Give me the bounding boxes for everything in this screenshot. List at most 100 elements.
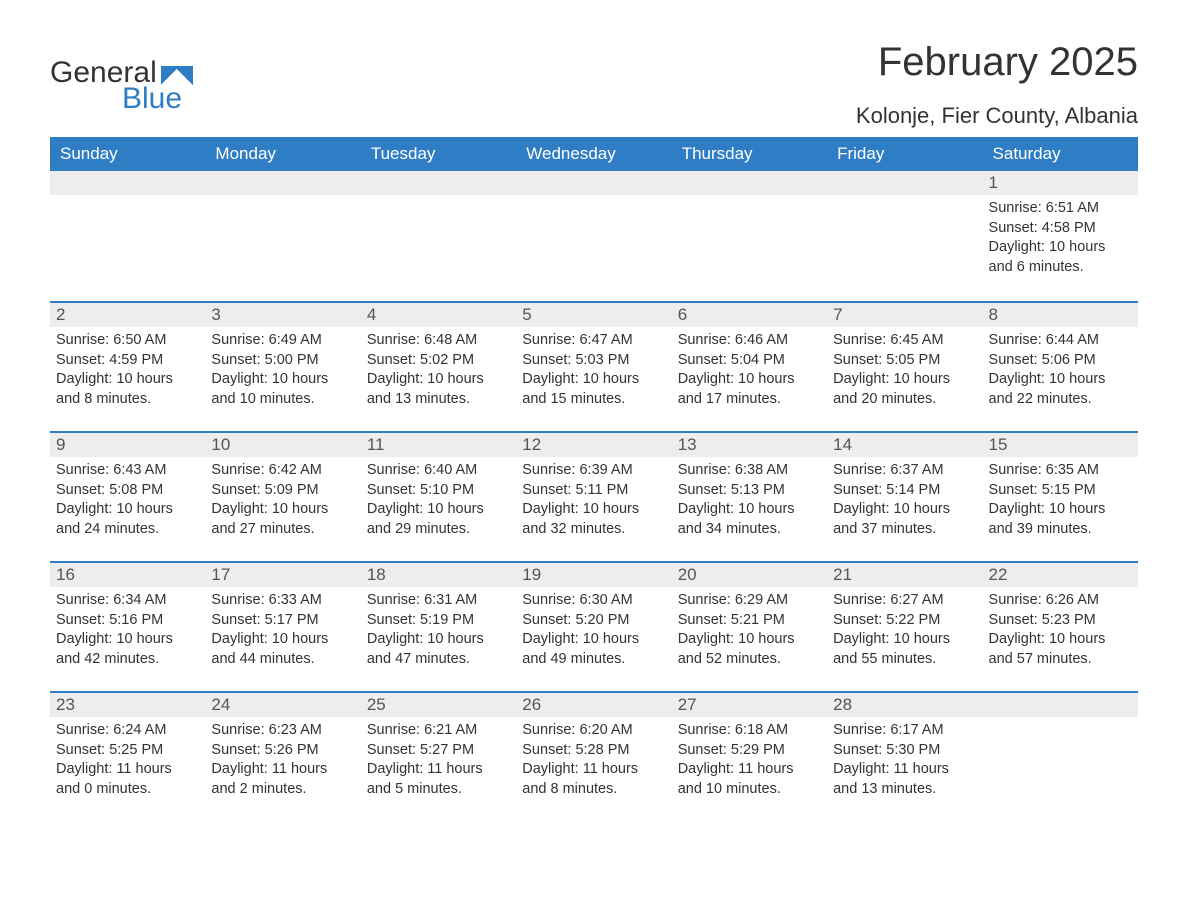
weekday-header: Tuesday	[361, 137, 516, 171]
calendar-week-row: 23Sunrise: 6:24 AMSunset: 5:25 PMDayligh…	[50, 691, 1138, 821]
sunset-line: Sunset: 5:13 PM	[678, 481, 821, 501]
day-details: Sunrise: 6:40 AMSunset: 5:10 PMDaylight:…	[361, 457, 516, 545]
daylight-line: Daylight: 10 hours and 37 minutes.	[833, 500, 976, 539]
day-number: 24	[205, 691, 360, 717]
day-details	[672, 195, 827, 205]
sunrise-line: Sunrise: 6:42 AM	[211, 461, 354, 481]
day-number: 16	[50, 561, 205, 587]
sunset-line: Sunset: 5:04 PM	[678, 351, 821, 371]
daylight-line: Daylight: 10 hours and 24 minutes.	[56, 500, 199, 539]
day-details: Sunrise: 6:43 AMSunset: 5:08 PMDaylight:…	[50, 457, 205, 545]
daylight-line: Daylight: 10 hours and 13 minutes.	[367, 370, 510, 409]
daylight-line: Daylight: 10 hours and 29 minutes.	[367, 500, 510, 539]
day-details: Sunrise: 6:47 AMSunset: 5:03 PMDaylight:…	[516, 327, 671, 415]
day-details: Sunrise: 6:44 AMSunset: 5:06 PMDaylight:…	[983, 327, 1138, 415]
sunset-line: Sunset: 5:28 PM	[522, 741, 665, 761]
day-number: 15	[983, 431, 1138, 457]
day-details: Sunrise: 6:20 AMSunset: 5:28 PMDaylight:…	[516, 717, 671, 805]
day-number: 6	[672, 301, 827, 327]
daylight-line: Daylight: 10 hours and 34 minutes.	[678, 500, 821, 539]
daylight-line: Daylight: 10 hours and 10 minutes.	[211, 370, 354, 409]
sunrise-line: Sunrise: 6:47 AM	[522, 331, 665, 351]
day-number: 27	[672, 691, 827, 717]
calendar-cell: 12Sunrise: 6:39 AMSunset: 5:11 PMDayligh…	[516, 431, 671, 561]
day-details	[827, 195, 982, 205]
sunrise-line: Sunrise: 6:48 AM	[367, 331, 510, 351]
calendar-cell: 10Sunrise: 6:42 AMSunset: 5:09 PMDayligh…	[205, 431, 360, 561]
day-details: Sunrise: 6:49 AMSunset: 5:00 PMDaylight:…	[205, 327, 360, 415]
day-number: 11	[361, 431, 516, 457]
calendar-cell: 28Sunrise: 6:17 AMSunset: 5:30 PMDayligh…	[827, 691, 982, 821]
day-details: Sunrise: 6:38 AMSunset: 5:13 PMDaylight:…	[672, 457, 827, 545]
location-label: Kolonje, Fier County, Albania	[856, 103, 1138, 129]
calendar-cell: 23Sunrise: 6:24 AMSunset: 5:25 PMDayligh…	[50, 691, 205, 821]
day-number	[827, 171, 982, 195]
calendar-cell: 20Sunrise: 6:29 AMSunset: 5:21 PMDayligh…	[672, 561, 827, 691]
daylight-line: Daylight: 11 hours and 8 minutes.	[522, 760, 665, 799]
day-details	[361, 195, 516, 205]
calendar-cell	[50, 171, 205, 301]
calendar-cell: 27 Sunrise: 6:18 AMSunset: 5:29 PMDayligh…	[672, 691, 827, 821]
daylight-line: Daylight: 10 hours and 42 minutes.	[56, 630, 199, 669]
day-details	[50, 195, 205, 205]
sunset-line: Sunset: 5:11 PM	[522, 481, 665, 501]
calendar-cell: 14 Sunrise: 6:37 AMSunset: 5:14 PMDayligh…	[827, 431, 982, 561]
daylight-line: Daylight: 10 hours and 22 minutes.	[989, 370, 1132, 409]
sunrise-line: Sunrise: 6:33 AM	[211, 591, 354, 611]
sunrise-line: Sunrise: 6:45 AM	[833, 331, 976, 351]
calendar-cell: 4Sunrise: 6:48 AMSunset: 5:02 PMDaylight…	[361, 301, 516, 431]
calendar-cell: 9Sunrise: 6:43 AMSunset: 5:08 PMDaylight…	[50, 431, 205, 561]
sunrise-line: Sunrise: 6:18 AM	[678, 721, 821, 741]
sunset-line: Sunset: 5:23 PM	[989, 611, 1132, 631]
day-details	[205, 195, 360, 205]
logo-word-blue: Blue	[122, 84, 193, 114]
sunset-line: Sunset: 5:15 PM	[989, 481, 1132, 501]
daylight-line: Daylight: 11 hours and 0 minutes.	[56, 760, 199, 799]
calendar-cell: 17Sunrise: 6:33 AMSunset: 5:17 PMDayligh…	[205, 561, 360, 691]
calendar-cell: 1Sunrise: 6:51 AMSunset: 4:58 PMDaylight…	[983, 171, 1138, 301]
calendar-cell: 2Sunrise: 6:50 AMSunset: 4:59 PMDaylight…	[50, 301, 205, 431]
sunset-line: Sunset: 5:03 PM	[522, 351, 665, 371]
weekday-header: Friday	[827, 137, 982, 171]
day-number: 22	[983, 561, 1138, 587]
calendar-cell	[361, 171, 516, 301]
calendar-week-row: 9Sunrise: 6:43 AMSunset: 5:08 PMDaylight…	[50, 431, 1138, 561]
daylight-line: Daylight: 10 hours and 47 minutes.	[367, 630, 510, 669]
sunset-line: Sunset: 5:02 PM	[367, 351, 510, 371]
sunrise-line: Sunrise: 6:23 AM	[211, 721, 354, 741]
daylight-line: Daylight: 10 hours and 52 minutes.	[678, 630, 821, 669]
calendar-cell: 8Sunrise: 6:44 AMSunset: 5:06 PMDaylight…	[983, 301, 1138, 431]
sunset-line: Sunset: 5:30 PM	[833, 741, 976, 761]
daylight-line: Daylight: 10 hours and 49 minutes.	[522, 630, 665, 669]
day-number: 13	[672, 431, 827, 457]
day-number: 23	[50, 691, 205, 717]
calendar-table: SundayMondayTuesdayWednesdayThursdayFrid…	[50, 137, 1138, 821]
calendar-cell	[205, 171, 360, 301]
sunrise-line: Sunrise: 6:43 AM	[56, 461, 199, 481]
sunrise-line: Sunrise: 6:37 AM	[833, 461, 976, 481]
day-number: 5	[516, 301, 671, 327]
day-number: 9	[50, 431, 205, 457]
weekday-header: Sunday	[50, 137, 205, 171]
calendar-week-row: 1Sunrise: 6:51 AMSunset: 4:58 PMDaylight…	[50, 171, 1138, 301]
day-details: Sunrise: 6:17 AMSunset: 5:30 PMDaylight:…	[827, 717, 982, 805]
sunset-line: Sunset: 5:14 PM	[833, 481, 976, 501]
sunset-line: Sunset: 5:06 PM	[989, 351, 1132, 371]
sunrise-line: Sunrise: 6:46 AM	[678, 331, 821, 351]
daylight-line: Daylight: 10 hours and 20 minutes.	[833, 370, 976, 409]
sunrise-line: Sunrise: 6:17 AM	[833, 721, 976, 741]
header: General Blue February 2025 Kolonje, Fier…	[50, 40, 1138, 129]
day-number: 14	[827, 431, 982, 457]
sunset-line: Sunset: 5:19 PM	[367, 611, 510, 631]
sunrise-line: Sunrise: 6:49 AM	[211, 331, 354, 351]
sunrise-line: Sunrise: 6:39 AM	[522, 461, 665, 481]
daylight-line: Daylight: 11 hours and 10 minutes.	[678, 760, 821, 799]
day-number: 19	[516, 561, 671, 587]
day-number: 8	[983, 301, 1138, 327]
daylight-line: Daylight: 10 hours and 39 minutes.	[989, 500, 1132, 539]
calendar-week-row: 16Sunrise: 6:34 AMSunset: 5:16 PMDayligh…	[50, 561, 1138, 691]
daylight-line: Daylight: 10 hours and 44 minutes.	[211, 630, 354, 669]
day-number: 26	[516, 691, 671, 717]
sunset-line: Sunset: 5:29 PM	[678, 741, 821, 761]
day-number	[205, 171, 360, 195]
